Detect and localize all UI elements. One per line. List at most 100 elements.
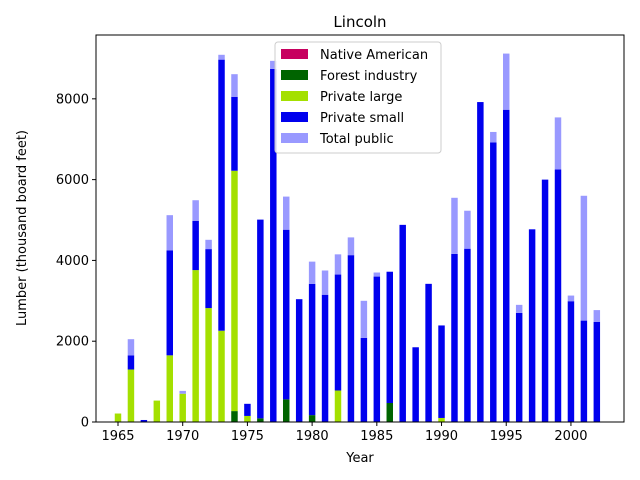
bar-segment — [127, 369, 135, 422]
bar-segment — [257, 219, 264, 419]
bar-segment — [593, 310, 601, 322]
bar-segment — [554, 117, 562, 170]
x-tick-label: 1985 — [360, 429, 393, 444]
y-tick-label: 2000 — [56, 335, 89, 350]
legend-label: Private small — [320, 111, 404, 126]
bar-segment — [218, 330, 225, 422]
legend: Native American Forest industry Private la… — [274, 41, 442, 154]
x-tick-label: 1970 — [166, 429, 199, 444]
bar-segment — [179, 393, 186, 422]
bar-segment — [127, 355, 135, 370]
bar-segment — [490, 131, 497, 143]
bar-segment — [218, 54, 225, 60]
bar-segment — [334, 274, 342, 391]
legend-swatch — [281, 91, 308, 101]
bar-segment — [515, 304, 523, 313]
x-tick-label: 1980 — [296, 429, 329, 444]
bar-segment — [541, 179, 549, 422]
bar-segment — [334, 254, 342, 275]
y-tick-label: 8000 — [56, 92, 89, 107]
bar-segment — [205, 239, 212, 250]
bar-segment — [166, 215, 173, 251]
legend-swatch — [281, 133, 308, 143]
plot-frame — [95, 34, 625, 423]
bar-segment — [231, 170, 238, 412]
bar-segment — [503, 109, 510, 422]
bar-segment — [192, 220, 199, 271]
bar-segment — [567, 301, 575, 422]
bar-segment — [166, 250, 173, 356]
bar-segment — [166, 355, 173, 422]
x-tick-label: 1990 — [425, 429, 458, 444]
bar-segment — [593, 321, 601, 422]
bar-segment — [153, 400, 161, 422]
bar-segment — [218, 59, 225, 331]
bar-segment — [192, 200, 199, 221]
bar-segment — [231, 411, 238, 422]
x-tick-label: 2000 — [554, 429, 587, 444]
bar-segment — [321, 270, 329, 295]
bar-segment — [360, 337, 368, 422]
legend-label: Total public — [319, 132, 394, 147]
bar-segment — [334, 390, 342, 422]
bar-segment — [231, 96, 238, 171]
bar-segment — [244, 403, 251, 416]
bar-segment — [503, 53, 510, 110]
bar-segment — [179, 390, 186, 394]
bar-segment — [451, 197, 458, 254]
bar-segment — [295, 299, 303, 422]
bars-layer — [114, 53, 601, 423]
y-tick-label: 6000 — [56, 173, 89, 188]
x-axis: 1965 1970 1975 1980 1985 1990 1995 2000 — [101, 422, 587, 444]
x-tick-label: 1965 — [101, 429, 134, 444]
bar-segment — [399, 224, 406, 422]
bar-segment — [308, 283, 316, 416]
bar-segment — [528, 229, 536, 422]
bar-segment — [477, 102, 484, 422]
bar-segment — [283, 229, 290, 400]
bar-segment — [308, 261, 316, 284]
bar-segment — [192, 270, 199, 422]
bar-segment — [308, 415, 316, 422]
bar-segment — [554, 169, 562, 422]
bar-segment — [386, 271, 393, 404]
bar-segment — [347, 255, 355, 422]
bar-segment — [257, 418, 264, 422]
legend-label: Native American — [320, 48, 428, 63]
bar-segment — [451, 253, 458, 422]
chart-title: Lincoln — [333, 13, 386, 31]
legend-swatch — [281, 49, 308, 59]
x-tick-label: 1995 — [490, 429, 523, 444]
legend-frame — [274, 41, 442, 154]
bar-segment — [244, 415, 251, 422]
bar-segment — [580, 195, 588, 321]
y-tick-label: 0 — [81, 416, 89, 431]
bar-segment — [205, 249, 212, 309]
bar-segment — [347, 237, 355, 256]
y-tick-label: 4000 — [56, 254, 89, 269]
legend-label: Forest industry — [320, 69, 418, 84]
bar-segment — [425, 283, 432, 422]
bar-segment — [283, 399, 290, 422]
bar-segment — [580, 320, 588, 422]
bar-segment — [205, 308, 212, 422]
bar-segment — [412, 347, 419, 422]
y-axis: 0 2000 4000 6000 8000 — [56, 92, 96, 431]
bar-segment — [464, 248, 471, 422]
bar-segment — [270, 60, 277, 69]
bar-segment — [283, 196, 290, 230]
bar-segment — [386, 403, 393, 422]
x-axis-label: Year — [345, 451, 374, 466]
bar-segment — [321, 294, 329, 422]
bar-segment — [490, 142, 497, 422]
legend-swatch — [281, 112, 308, 122]
bar-segment — [438, 417, 445, 422]
bar-segment — [438, 325, 445, 418]
x-tick-label: 1975 — [231, 429, 264, 444]
bar-segment — [567, 295, 575, 302]
bar-segment — [140, 419, 148, 422]
bar-segment — [270, 68, 277, 423]
bar-segment — [127, 339, 135, 356]
y-axis-label: Lumber (thousand board feet) — [15, 130, 30, 326]
